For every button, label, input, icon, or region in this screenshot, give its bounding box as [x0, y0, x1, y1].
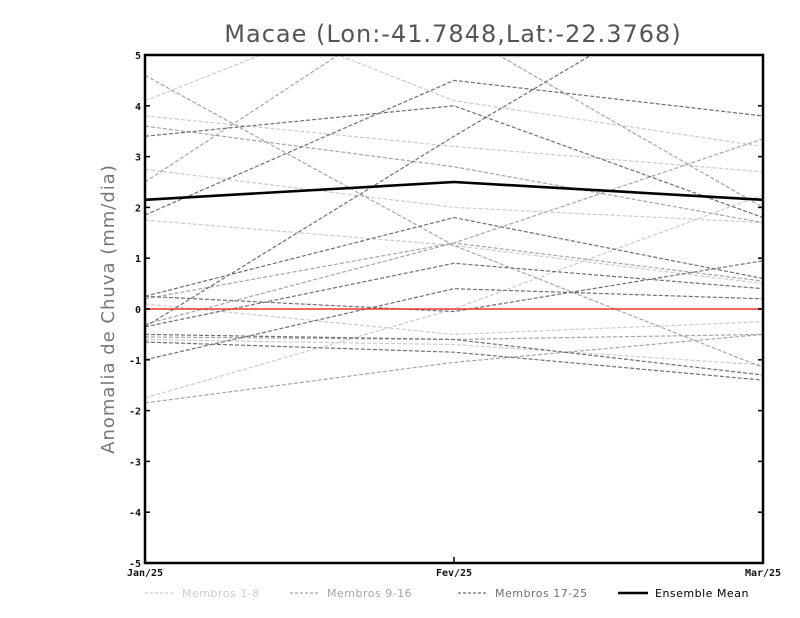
member-line-21: [145, 288, 763, 361]
x-tick-label: Mar/25: [745, 568, 781, 579]
y-axis-ticks: -5 -4 -3 -2 -1 0 1 2 3 4 5: [129, 51, 763, 570]
member-line-10: [145, 138, 763, 325]
y-tick-label: -2: [129, 407, 141, 418]
member-line-13: [145, 333, 763, 341]
member-line-19: [145, 55, 593, 328]
member-line-12: [145, 125, 763, 224]
member-line-18: [145, 79, 763, 216]
x-tick-label: Jan/25: [127, 568, 163, 579]
y-tick-label: 3: [135, 153, 141, 164]
chart-title: Macae (Lon:-41.7848,Lat:-22.3768): [224, 20, 681, 48]
y-tick-label: -1: [129, 356, 141, 367]
legend: Membros 1-8 Membros 9-16 Membros 17-25 Ense…: [145, 587, 749, 600]
member-line-7: [336, 55, 763, 148]
legend-label: Membros 1-8: [182, 587, 260, 600]
member-line-17: [145, 105, 763, 219]
member-line-14: [496, 55, 763, 208]
y-tick-label: 5: [135, 51, 141, 62]
member-line-25: [145, 333, 763, 376]
member-line-20: [145, 216, 763, 297]
member-line-8: [145, 338, 763, 366]
member-line-4: [145, 303, 763, 336]
member-line-6: [145, 168, 763, 224]
y-axis-label: Anomalia de Chuva (mm/dia): [98, 164, 119, 454]
y-tick-label: 1: [135, 254, 141, 265]
legend-label: Membros 17-25: [495, 587, 588, 600]
member-line-22: [145, 262, 763, 328]
member-line-5: [145, 55, 263, 102]
member-line-11: [145, 242, 763, 300]
member-line-9: [145, 55, 340, 183]
legend-label: Ensemble Mean: [655, 587, 749, 600]
member-line-23: [145, 260, 763, 313]
y-tick-label: 0: [135, 305, 141, 316]
ensemble-mean-layer: [145, 180, 763, 202]
x-tick-label: Fev/25: [436, 568, 472, 579]
member-lines: [145, 55, 763, 404]
y-tick-label: 4: [135, 102, 141, 113]
y-tick-label: -3: [129, 457, 141, 468]
member-line-24: [145, 341, 763, 381]
member-line-16: [145, 333, 763, 404]
member-line-3: [145, 219, 763, 285]
y-tick-label: -5: [129, 559, 141, 570]
ensemble-mean-line: [145, 180, 763, 202]
y-tick-label: -4: [129, 508, 141, 519]
legend-label: Membros 9-16: [327, 587, 412, 600]
x-axis-ticks: Jan/25 Fev/25 Mar/25: [127, 557, 781, 579]
member-line-1: [145, 194, 763, 399]
member-line-15: [145, 74, 763, 368]
y-tick-label: 2: [135, 203, 141, 214]
member-line-2: [145, 115, 763, 173]
